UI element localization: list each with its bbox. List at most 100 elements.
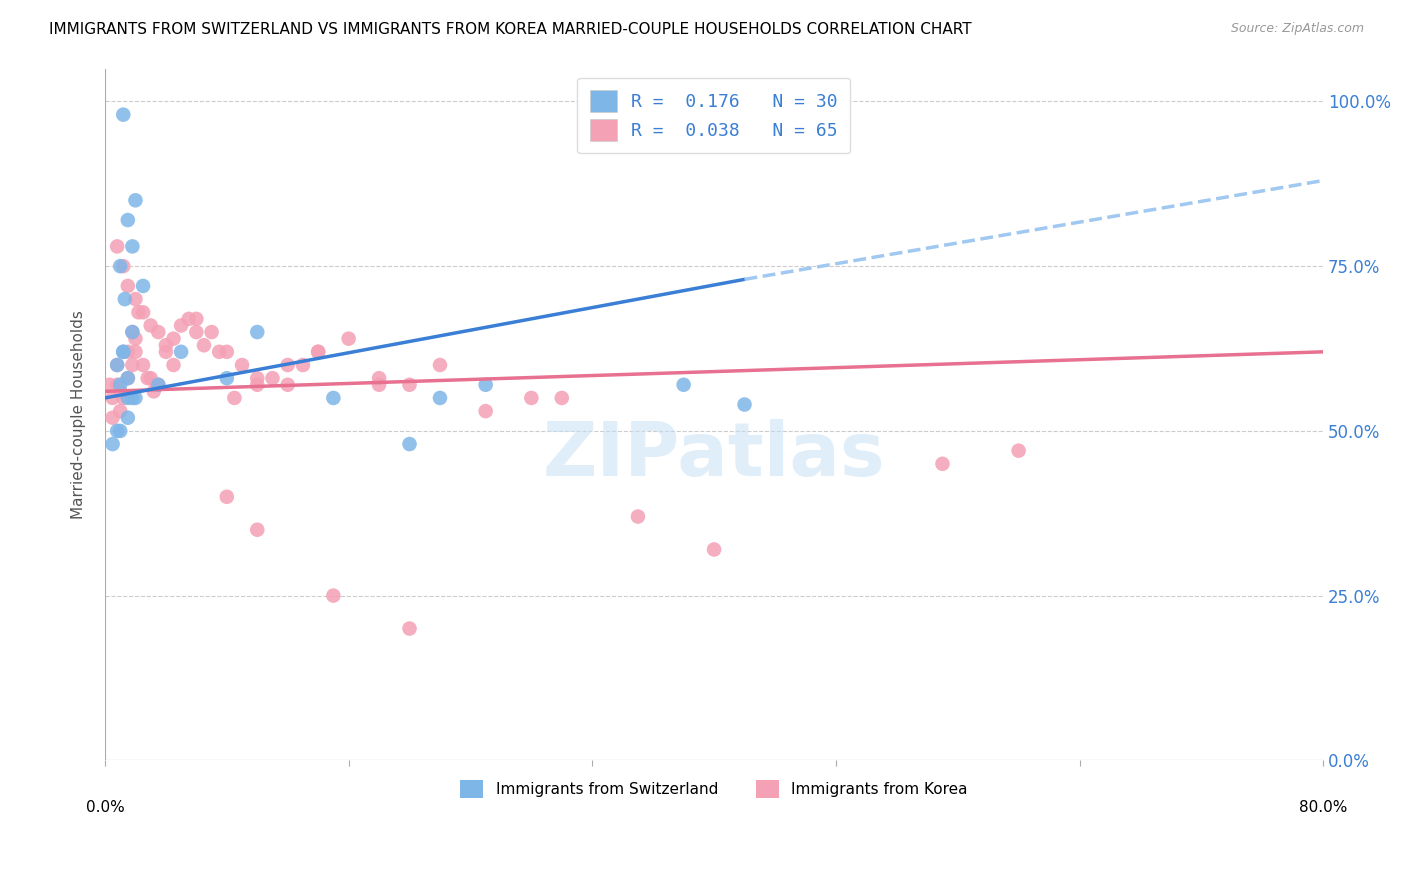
- Point: [117, 371, 139, 385]
- Point: [117, 279, 139, 293]
- Point: [101, 437, 124, 451]
- Point: [132, 305, 155, 319]
- Point: [101, 391, 124, 405]
- Point: [368, 377, 391, 392]
- Point: [291, 358, 314, 372]
- Point: [429, 391, 451, 405]
- Point: [246, 325, 269, 339]
- Point: [139, 371, 162, 385]
- Point: [117, 391, 139, 405]
- Point: [112, 344, 135, 359]
- Point: [98, 377, 121, 392]
- Point: [112, 391, 135, 405]
- Point: [246, 371, 269, 385]
- Point: [1007, 443, 1029, 458]
- Point: [105, 424, 128, 438]
- Point: [672, 377, 695, 392]
- Point: [132, 358, 155, 372]
- Point: [112, 259, 135, 273]
- Point: [398, 437, 420, 451]
- Point: [121, 391, 143, 405]
- Point: [307, 344, 329, 359]
- Point: [127, 305, 149, 319]
- Point: [155, 344, 177, 359]
- Point: [139, 318, 162, 333]
- Point: [398, 622, 420, 636]
- Point: [121, 358, 143, 372]
- Point: [112, 344, 135, 359]
- Point: [105, 358, 128, 372]
- Point: [931, 457, 953, 471]
- Text: 0.0%: 0.0%: [86, 800, 124, 815]
- Point: [124, 391, 146, 405]
- Point: [734, 398, 756, 412]
- Point: [193, 338, 215, 352]
- Point: [177, 311, 200, 326]
- Point: [215, 344, 238, 359]
- Point: [112, 108, 135, 122]
- Point: [132, 279, 155, 293]
- Point: [474, 404, 496, 418]
- Point: [398, 377, 420, 392]
- Text: ZIPatlas: ZIPatlas: [543, 419, 886, 492]
- Point: [117, 213, 139, 227]
- Point: [200, 325, 222, 339]
- Point: [520, 391, 543, 405]
- Text: IMMIGRANTS FROM SWITZERLAND VS IMMIGRANTS FROM KOREA MARRIED-COUPLE HOUSEHOLDS C: IMMIGRANTS FROM SWITZERLAND VS IMMIGRANT…: [49, 22, 972, 37]
- Point: [170, 318, 193, 333]
- Point: [124, 194, 146, 208]
- Point: [148, 377, 170, 392]
- Point: [322, 589, 344, 603]
- Point: [208, 344, 231, 359]
- Point: [215, 371, 238, 385]
- Point: [186, 325, 208, 339]
- Point: [627, 509, 650, 524]
- Point: [121, 325, 143, 339]
- Point: [148, 377, 170, 392]
- Point: [162, 358, 184, 372]
- Point: [105, 377, 128, 392]
- Point: [124, 292, 146, 306]
- Point: [262, 371, 284, 385]
- Point: [117, 371, 139, 385]
- Y-axis label: Married-couple Households: Married-couple Households: [72, 310, 86, 519]
- Legend: Immigrants from Switzerland, Immigrants from Korea: Immigrants from Switzerland, Immigrants …: [454, 773, 974, 805]
- Point: [121, 325, 143, 339]
- Point: [142, 384, 165, 399]
- Point: [124, 332, 146, 346]
- Point: [110, 259, 132, 273]
- Point: [105, 239, 128, 253]
- Text: 80.0%: 80.0%: [1299, 800, 1347, 815]
- Point: [186, 311, 208, 326]
- Point: [117, 410, 139, 425]
- Point: [231, 358, 253, 372]
- Point: [246, 377, 269, 392]
- Point: [337, 332, 360, 346]
- Point: [474, 377, 496, 392]
- Point: [551, 391, 574, 405]
- Point: [215, 490, 238, 504]
- Point: [155, 338, 177, 352]
- Point: [114, 292, 136, 306]
- Point: [429, 358, 451, 372]
- Point: [124, 344, 146, 359]
- Point: [105, 358, 128, 372]
- Text: Source: ZipAtlas.com: Source: ZipAtlas.com: [1230, 22, 1364, 36]
- Point: [307, 344, 329, 359]
- Point: [110, 424, 132, 438]
- Point: [110, 384, 132, 399]
- Point: [277, 377, 299, 392]
- Point: [170, 344, 193, 359]
- Point: [121, 239, 143, 253]
- Point: [162, 332, 184, 346]
- Point: [101, 410, 124, 425]
- Point: [246, 523, 269, 537]
- Point: [277, 358, 299, 372]
- Point: [110, 377, 132, 392]
- Point: [703, 542, 725, 557]
- Point: [368, 371, 391, 385]
- Point: [148, 325, 170, 339]
- Point: [322, 391, 344, 405]
- Point: [224, 391, 246, 405]
- Point: [110, 404, 132, 418]
